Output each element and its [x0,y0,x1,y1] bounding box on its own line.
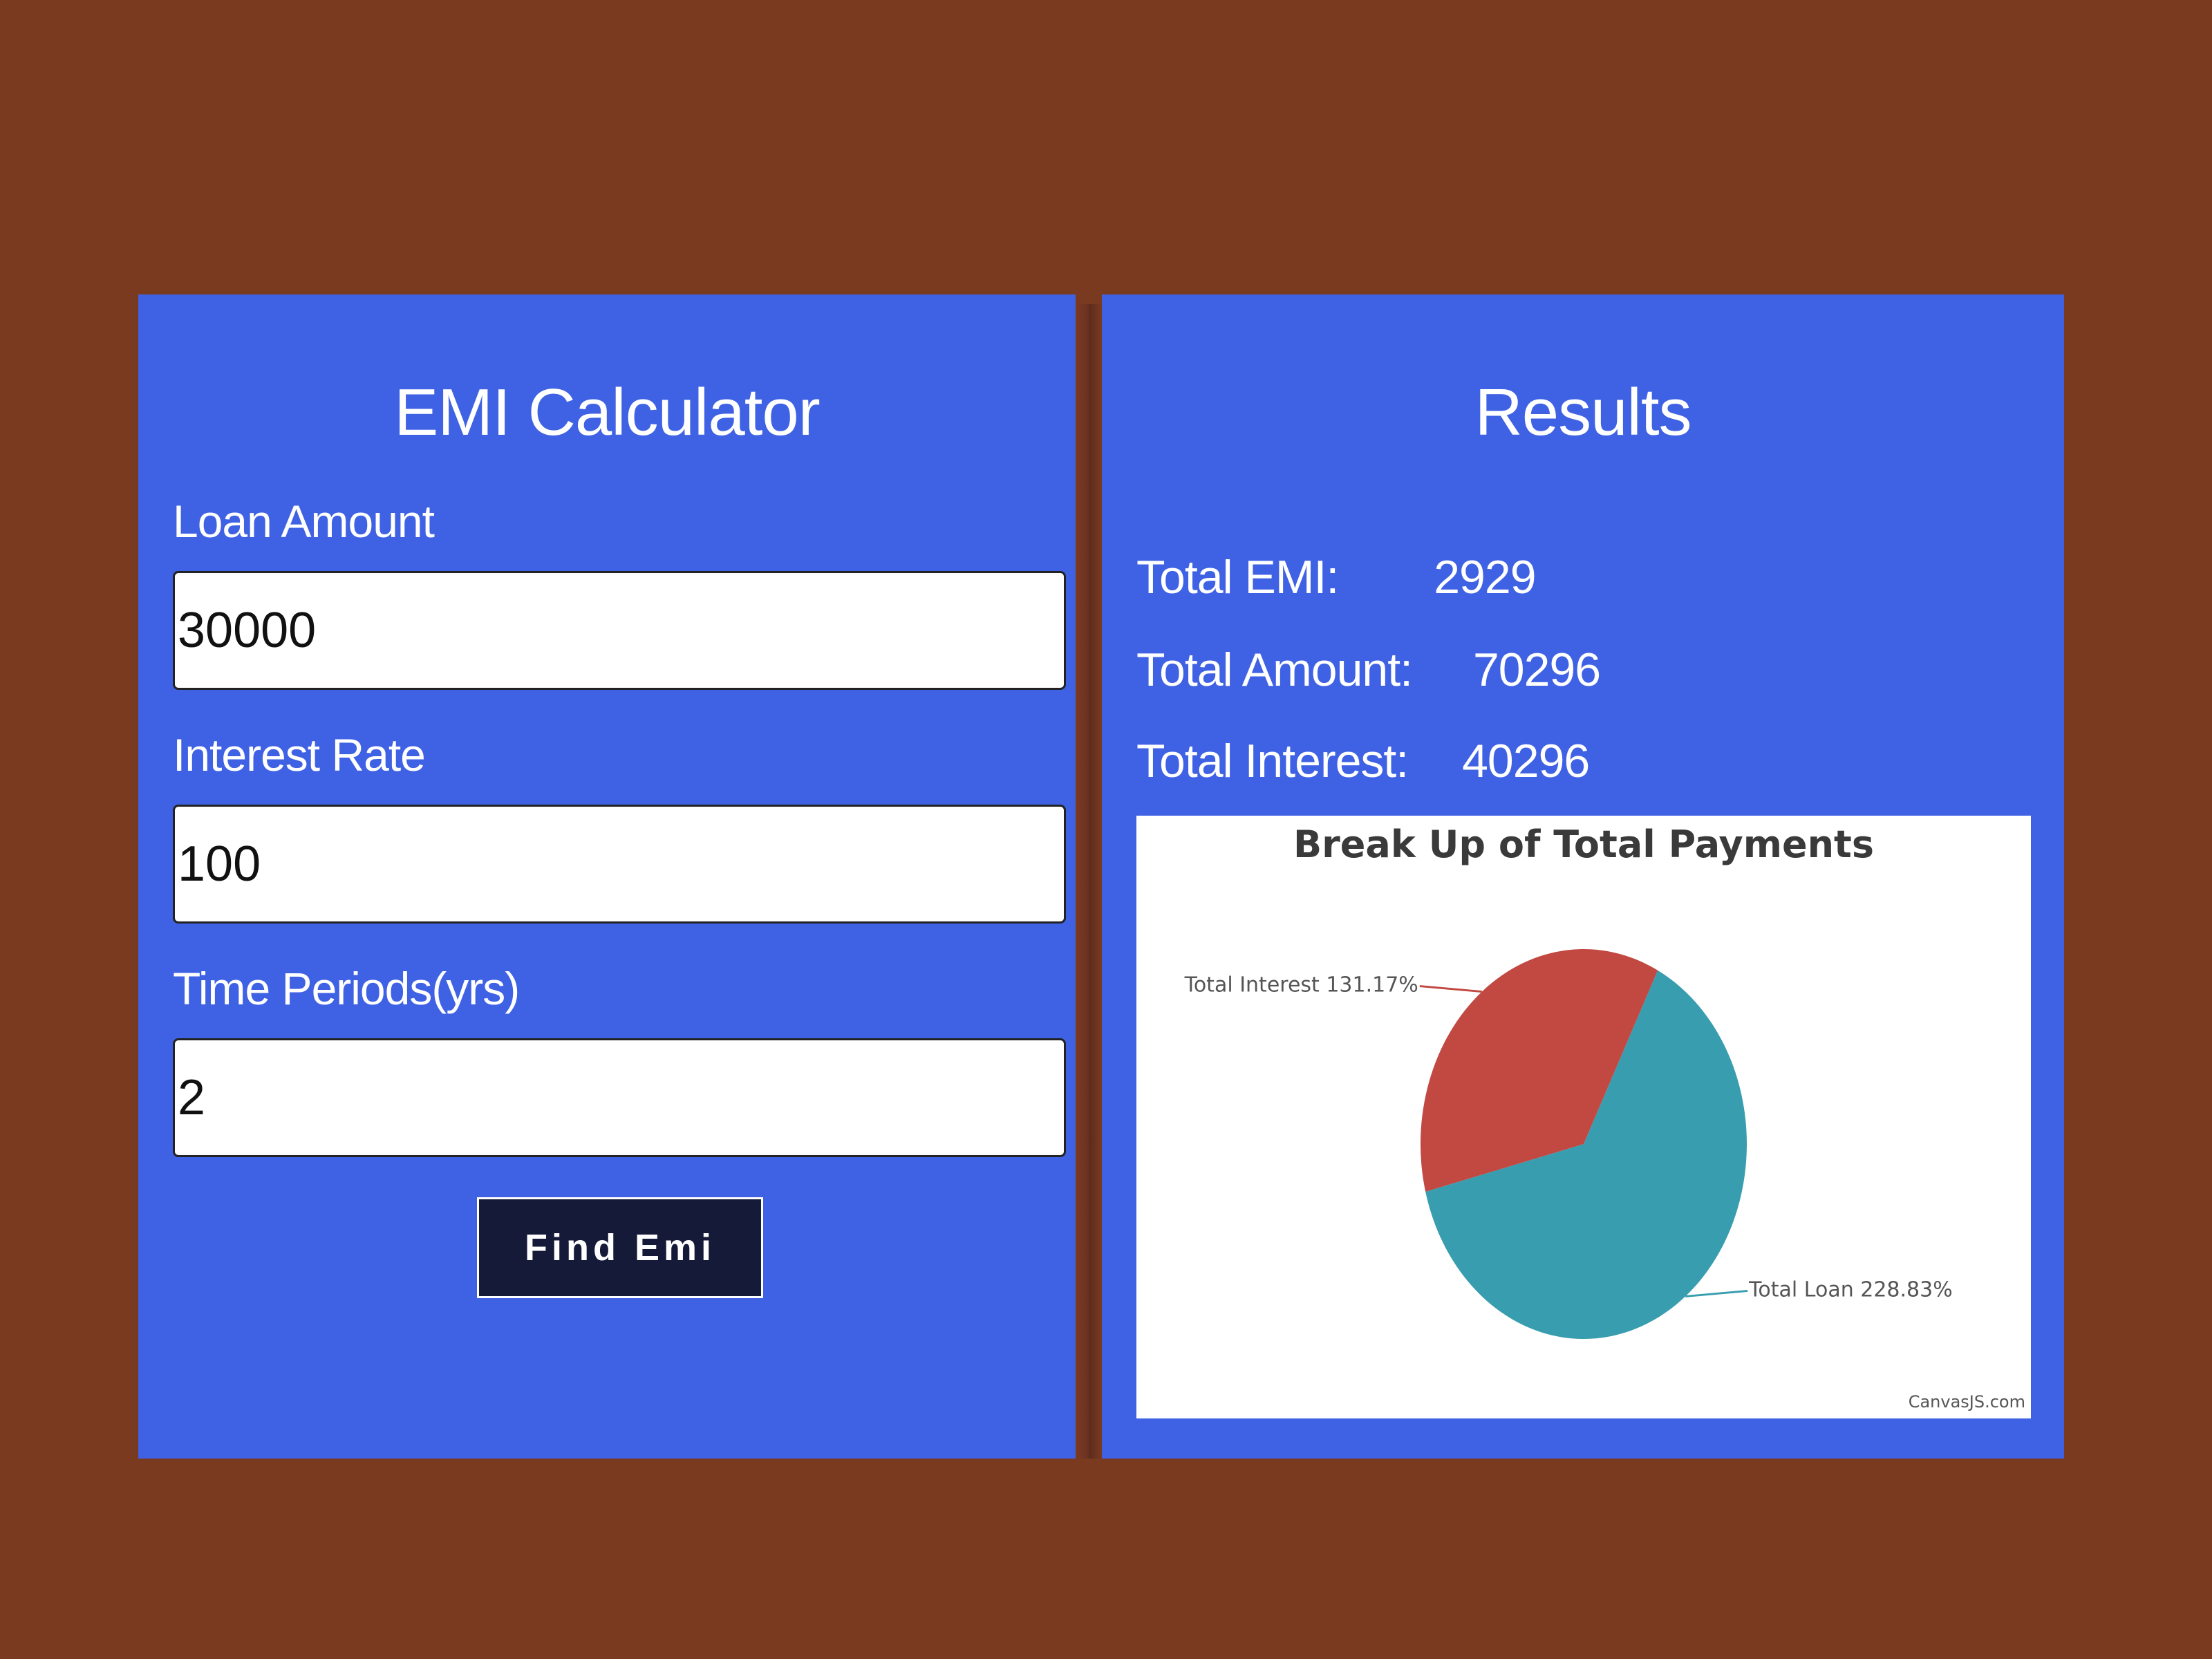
total-amount-label: Total Amount: [1136,644,1413,696]
pie-chart-svg: Break Up of Total Payments Total Loan 22… [1184,823,2025,1412]
find-emi-button[interactable]: Find Emi [477,1197,763,1298]
pie-label-1: Total Interest 131.17% [1184,973,1418,997]
total-emi-value: 2929 [1434,551,1536,603]
time-period-label: Time Periods(yrs) [173,963,520,1014]
loan-amount-label: Loan Amount [173,496,435,547]
interest-rate-input[interactable] [173,805,1066,924]
total-emi-row: Total EMI: 2929 [1136,550,1537,604]
total-amount-value: 70296 [1472,644,1601,696]
emi-calculator-panel: EMI Calculator Loan Amount Interest Rate… [138,294,1076,1459]
calculator-title: EMI Calculator [394,375,821,449]
pie-slice-1[interactable] [1421,949,1658,1192]
total-emi-label: Total EMI: [1136,551,1339,603]
total-amount-row: Total Amount: 70296 [1136,643,1601,697]
total-interest-label: Total Interest: [1136,735,1409,787]
chart-watermark: CanvasJS.com [1909,1392,2025,1412]
total-interest-value: 40296 [1462,735,1590,787]
interest-rate-label: Interest Rate [173,729,426,780]
chart-title: Break Up of Total Payments [1293,823,1874,866]
pie-label-0: Total Loan 228.83% [1748,1277,1953,1302]
payment-breakup-chart: Break Up of Total Payments Total Loan 22… [1136,816,2031,1418]
pie-slice-0[interactable] [1425,970,1747,1339]
panel-divider [1076,304,1102,1459]
results-title: Results [1474,375,1691,449]
pie-leader-line-1 [1419,985,1482,993]
loan-amount-input[interactable] [173,571,1066,690]
pie-leader-line-0 [1685,1289,1748,1297]
total-interest-row: Total Interest: 40296 [1136,734,1590,788]
time-period-input[interactable] [173,1038,1066,1157]
results-panel: Results Total EMI: 2929 Total Amount: 70… [1102,294,2064,1459]
